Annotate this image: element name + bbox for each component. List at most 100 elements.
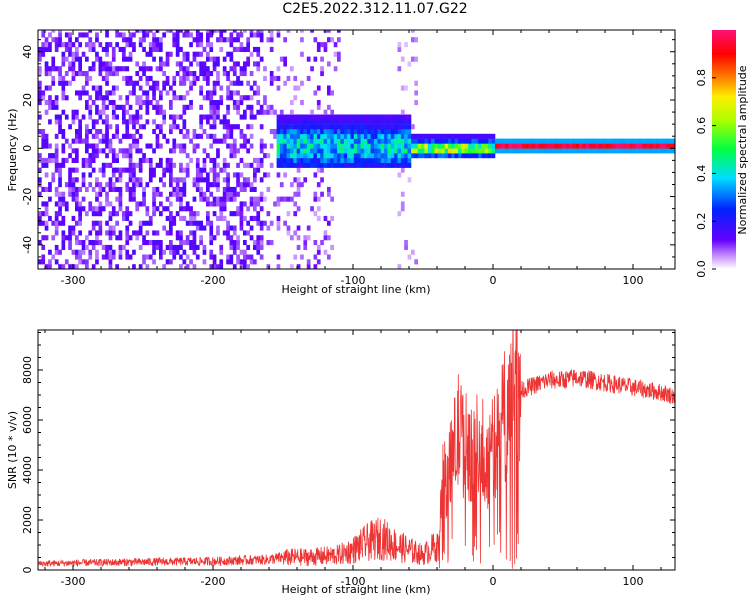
heatmap-cell [222, 215, 227, 221]
heatmap-cell [296, 186, 301, 192]
heatmap-cell [333, 157, 338, 163]
heatmap-cell [44, 138, 49, 144]
heatmap-cell [108, 100, 113, 106]
heatmap-cell [212, 264, 217, 269]
heatmap-cell [159, 254, 163, 260]
heatmap-cell [108, 42, 113, 48]
heatmap-cell [585, 138, 590, 144]
heatmap-cell [646, 138, 650, 144]
heatmap-cell [138, 100, 143, 106]
heatmap-cell [172, 114, 177, 120]
heatmap-cell [592, 143, 597, 149]
heatmap-cell [296, 157, 301, 163]
heatmap-cell [128, 211, 133, 217]
heatmap-cell [75, 109, 79, 115]
heatmap-cell [330, 119, 334, 125]
heatmap-cell [259, 196, 264, 202]
heatmap-cell [350, 157, 355, 163]
heatmap-cell [343, 162, 348, 168]
heatmap-cell [464, 133, 469, 139]
heatmap-cell [192, 148, 197, 154]
heatmap-cell [38, 259, 42, 265]
heatmap-cell [370, 143, 375, 149]
heatmap-cell [622, 138, 627, 144]
heatmap-cell [327, 133, 331, 139]
heatmap-cell [95, 206, 99, 212]
heatmap-cell [673, 148, 675, 154]
heatmap-cell [169, 172, 173, 178]
heatmap-cell [236, 162, 240, 168]
heatmap-cell [421, 138, 425, 144]
heatmap-cell [538, 143, 543, 149]
heatmap-cell [253, 61, 257, 67]
heatmap-cell [58, 71, 62, 77]
heatmap-cell [411, 148, 415, 154]
heatmap-cell [216, 148, 220, 154]
heatmap-cell [296, 177, 301, 183]
heatmap-cell [111, 51, 116, 57]
heatmap-cell [175, 182, 180, 188]
colorbar: 0.00.20.40.60.8 Normalized spectral ampl… [695, 30, 749, 278]
heatmap-cell [417, 138, 422, 144]
heatmap-cell [229, 244, 234, 250]
heatmap-cell [484, 133, 489, 139]
heatmap-cell [75, 201, 79, 207]
heatmap-cell [407, 177, 412, 183]
heatmap-cell [626, 138, 630, 144]
heatmap-cell [202, 167, 207, 173]
heatmap-cell [75, 157, 79, 163]
heatmap-cell [343, 143, 348, 149]
heatmap-cell [437, 153, 442, 159]
heatmap-cell [219, 95, 224, 101]
heatmap-cell [199, 225, 203, 231]
heatmap-cell [404, 124, 408, 130]
heatmap-cell [132, 177, 136, 183]
heatmap-cell [206, 182, 210, 188]
heatmap-cell [38, 66, 42, 72]
heatmap-cell [363, 153, 368, 159]
heatmap-cell [132, 90, 136, 96]
heatmap-cell [195, 254, 200, 260]
heatmap-cell [61, 235, 66, 241]
heatmap-cell [111, 114, 116, 120]
heatmap-cell [48, 182, 52, 188]
heatmap-cell [182, 182, 187, 188]
heatmap-cell [236, 206, 240, 212]
heatmap-cell [189, 85, 193, 91]
heatmap-cell [316, 148, 321, 154]
heatmap-cell [357, 157, 361, 163]
heatmap-cell [172, 254, 177, 260]
heatmap-cell [44, 37, 49, 43]
heatmap-cell [431, 148, 435, 154]
heatmap-cell [111, 66, 116, 72]
heatmap-cell [310, 153, 314, 159]
heatmap-cell [266, 153, 271, 159]
heatmap-cell [111, 153, 116, 159]
heatmap-cell [273, 75, 277, 81]
heatmap-cell [118, 104, 123, 110]
heatmap-cell [152, 259, 156, 265]
heatmap-cell [115, 129, 119, 135]
heatmap-cell [293, 133, 298, 139]
heatmap-cell [259, 162, 264, 168]
heatmap-cell [81, 71, 86, 77]
heatmap-cell [172, 95, 177, 101]
heatmap-cell [85, 75, 89, 81]
heatmap-cell [118, 196, 123, 202]
heatmap-cell [145, 100, 150, 106]
heatmap-cell [44, 206, 49, 212]
heatmap-cell [229, 259, 234, 265]
heatmap-cell [259, 220, 264, 226]
heatmap-cell [327, 191, 331, 197]
heatmap-cell [179, 162, 183, 168]
heatmap-cell [54, 100, 59, 106]
heatmap-cell [159, 240, 163, 246]
heatmap-cell [88, 230, 93, 236]
heatmap-cell [390, 133, 395, 139]
heatmap-cell [484, 148, 489, 154]
heatmap-cell [145, 90, 150, 96]
heatmap-cell [98, 129, 103, 135]
heatmap-cell [135, 230, 140, 236]
heatmap-cell [209, 264, 214, 269]
heatmap-cell [407, 129, 412, 135]
